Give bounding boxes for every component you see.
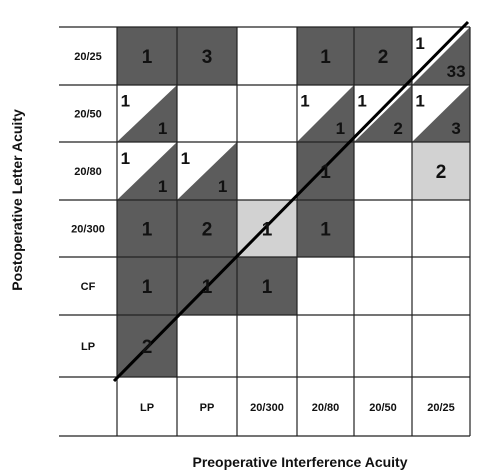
- split-cell-upper-count: 1: [415, 92, 424, 111]
- split-cell-upper-count: 1: [121, 92, 130, 111]
- cells-layer: [117, 27, 470, 377]
- y-axis-title: Postoperative Letter Acuity: [9, 109, 25, 291]
- tick-labels-layer: LP PP 20/300 20/80 20/50 20/25 20/25 20/50 20/80…: [71, 51, 455, 414]
- x-tick-label: LP: [140, 402, 154, 414]
- diagonal-layer: [112, 20, 470, 383]
- cell-count: 2: [202, 220, 213, 241]
- cell-count: 1: [320, 162, 331, 183]
- split-cell-lower-triangle: [354, 85, 412, 142]
- cell-count: 2: [378, 47, 389, 68]
- y-tick-label: 20/80: [74, 166, 102, 178]
- split-cell-upper-count: 1: [415, 34, 424, 53]
- heatmap-cell: [412, 142, 470, 200]
- cell-count: 1: [320, 47, 331, 68]
- split-cell-lower-triangle: [117, 85, 177, 142]
- y-tick-label: 20/25: [74, 51, 102, 63]
- cell-count: 1: [320, 220, 331, 241]
- split-cell-lower-count: 1: [336, 119, 345, 138]
- split-cell-lower-triangle: [412, 85, 470, 142]
- cell-count: 2: [436, 162, 447, 183]
- x-axis-title: Preoperative Interference Acuity: [192, 454, 407, 470]
- x-tick-label: 20/50: [369, 402, 397, 414]
- heatmap-cell: [177, 27, 237, 85]
- y-tick-label: 20/300: [71, 224, 105, 236]
- x-tick-label: 20/80: [312, 402, 340, 414]
- cell-count: 3: [202, 47, 213, 68]
- heatmap-cell: [237, 257, 297, 315]
- heatmap-cell: [117, 257, 177, 315]
- heatmap-cell: [297, 200, 354, 257]
- split-cell-lower-count: 2: [393, 119, 402, 138]
- split-cell-lower-triangle: [297, 85, 354, 142]
- cell-count: 2: [142, 337, 153, 358]
- cell-count: 1: [142, 277, 153, 298]
- cell-count: 1: [262, 277, 273, 298]
- cell-count: 1: [262, 220, 273, 241]
- grid-layer: [59, 26, 471, 437]
- split-cell-lower-count: 33: [447, 62, 466, 81]
- split-cell-lower-count: 1: [218, 177, 227, 196]
- heatmap-cell: [117, 200, 177, 257]
- split-cell-upper-count: 1: [300, 92, 309, 111]
- split-cell-lower-triangle: [177, 142, 237, 200]
- cell-count: 1: [142, 47, 153, 68]
- split-cell-lower-count: 3: [451, 119, 460, 138]
- x-tick-label: 20/25: [427, 402, 455, 414]
- y-tick-label: 20/50: [74, 109, 102, 121]
- heatmap-cell: [297, 27, 354, 85]
- heatmap-cell: [297, 142, 354, 200]
- heatmap-cell: [354, 27, 412, 85]
- split-cell-upper-count: 1: [181, 149, 190, 168]
- y-tick-label: LP: [81, 341, 95, 353]
- split-cell-lower-triangle: [412, 27, 470, 85]
- x-tick-label: 20/300: [250, 402, 284, 414]
- diagonal-line: [112, 20, 470, 383]
- split-cell-upper-count: 1: [121, 149, 130, 168]
- cell-count: 1: [142, 220, 153, 241]
- cell-count: 1: [202, 277, 213, 298]
- split-cell-lower-count: 1: [158, 177, 167, 196]
- split-cell-upper-count: 1: [357, 92, 366, 111]
- y-tick-label: CF: [81, 281, 96, 293]
- heatmap-cell: [177, 200, 237, 257]
- x-tick-label: PP: [200, 402, 215, 414]
- heatmap-cell: [117, 27, 177, 85]
- split-cell-lower-triangle: [117, 142, 177, 200]
- split-cell-lower-count: 1: [158, 119, 167, 138]
